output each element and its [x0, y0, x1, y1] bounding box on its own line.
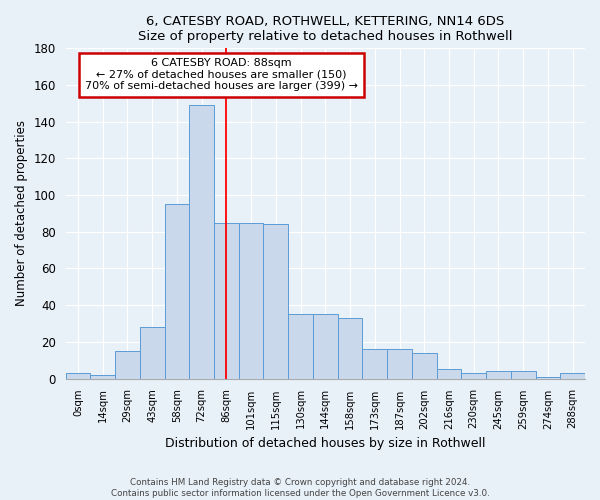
Bar: [536, 376, 560, 378]
Bar: [313, 314, 338, 378]
Bar: [115, 351, 140, 378]
Text: 6 CATESBY ROAD: 88sqm
← 27% of detached houses are smaller (150)
70% of semi-det: 6 CATESBY ROAD: 88sqm ← 27% of detached …: [85, 58, 358, 92]
Bar: [164, 204, 190, 378]
Bar: [338, 318, 362, 378]
Bar: [461, 373, 486, 378]
Bar: [190, 105, 214, 378]
Bar: [239, 222, 263, 378]
Bar: [288, 314, 313, 378]
Text: Contains HM Land Registry data © Crown copyright and database right 2024.
Contai: Contains HM Land Registry data © Crown c…: [110, 478, 490, 498]
Y-axis label: Number of detached properties: Number of detached properties: [15, 120, 28, 306]
Bar: [437, 370, 461, 378]
Bar: [362, 349, 387, 378]
Bar: [214, 222, 239, 378]
Bar: [412, 353, 437, 378]
Bar: [65, 373, 91, 378]
Bar: [511, 371, 536, 378]
Bar: [140, 327, 164, 378]
Title: 6, CATESBY ROAD, ROTHWELL, KETTERING, NN14 6DS
Size of property relative to deta: 6, CATESBY ROAD, ROTHWELL, KETTERING, NN…: [138, 15, 512, 43]
Bar: [387, 349, 412, 378]
X-axis label: Distribution of detached houses by size in Rothwell: Distribution of detached houses by size …: [165, 437, 485, 450]
Bar: [486, 371, 511, 378]
Bar: [560, 373, 585, 378]
Bar: [263, 224, 288, 378]
Bar: [91, 375, 115, 378]
